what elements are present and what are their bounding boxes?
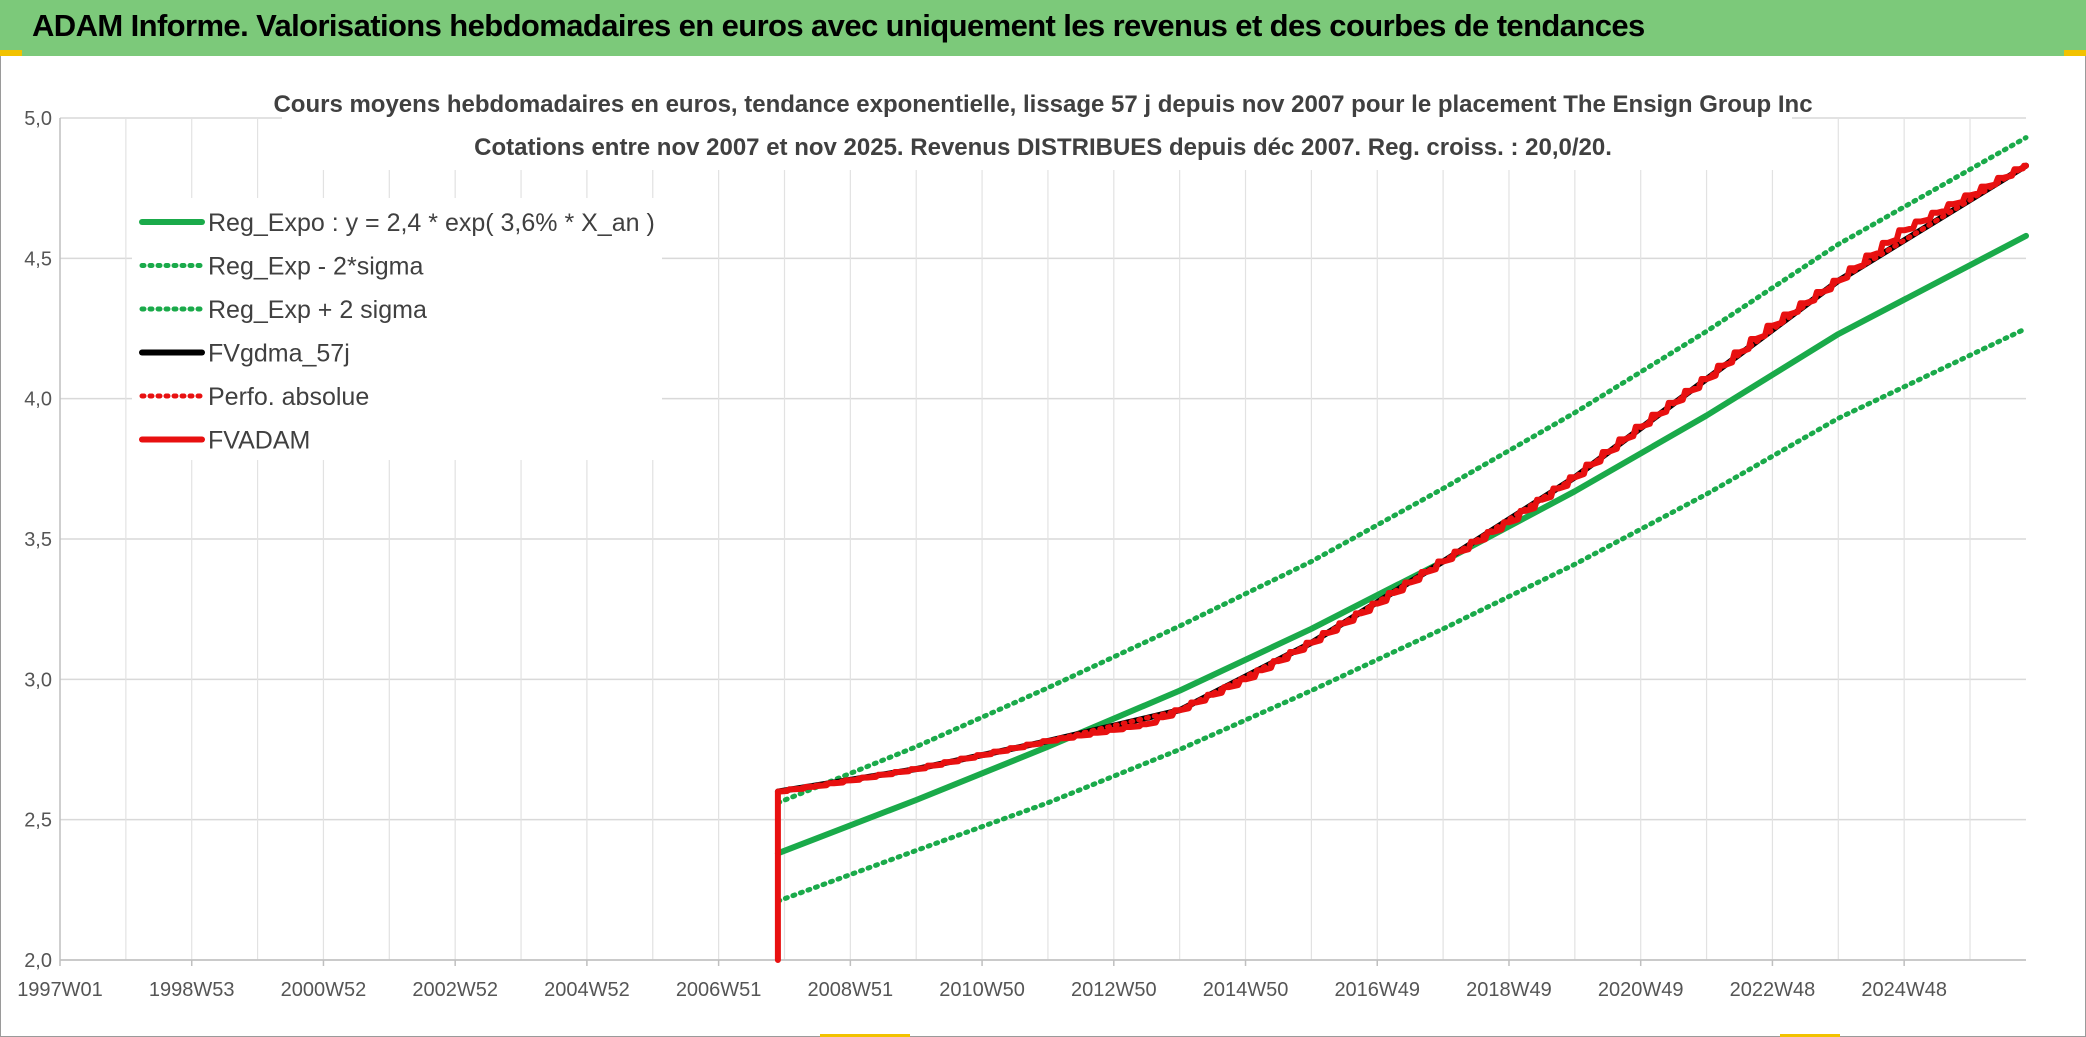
y-tick-label: 3,5 — [24, 529, 52, 551]
y-tick-label: 3,0 — [24, 669, 52, 691]
corner-accent-right — [2064, 50, 2086, 56]
y-tick-label: 2,0 — [24, 950, 52, 972]
x-tick-label: 2024W48 — [1861, 979, 1947, 1001]
x-tick-label: 2010W50 — [939, 979, 1025, 1001]
x-tick-label: 1998W53 — [149, 979, 235, 1001]
bottom-accent-right — [1780, 1034, 1840, 1037]
legend-label-reg-expo-y-2-4-exp-3-6-x-an: Reg_Expo : y = 2,4 * exp( 3,6% * X_an ) — [208, 209, 655, 237]
x-tick-label: 2008W51 — [808, 979, 894, 1001]
legend-label-fvgdma-57j: FVgdma_57j — [208, 340, 350, 368]
y-tick-label: 5,0 — [24, 108, 52, 130]
x-tick-label: 2020W49 — [1598, 979, 1684, 1001]
x-tick-label: 2018W49 — [1466, 979, 1552, 1001]
chart-title-background — [282, 84, 1792, 170]
series-layer — [774, 135, 2029, 963]
y-tick-label: 2,5 — [24, 810, 52, 832]
series-line-reg-exp-2-sigma — [775, 135, 2029, 806]
legend-label-fvadam: FVADAM — [208, 427, 310, 455]
x-tick-label: 2022W48 — [1730, 979, 1816, 1001]
axes: 2,0 2,5 3,0 3,5 4,0 4,5 5,0 1997W01 1998W53 2000W… — [17, 108, 2026, 1001]
chart-titles: Cours moyens hebdomadaires en euros, ten… — [273, 84, 1813, 170]
x-tick-label: 2016W49 — [1334, 979, 1420, 1001]
x-tick-label: 2014W50 — [1203, 979, 1289, 1001]
series-line-reg-exp-2-sigma — [775, 326, 2029, 904]
chart-subtitle: Cotations entre nov 2007 et nov 2025. Re… — [474, 134, 1612, 161]
x-tick-label: 2002W52 — [412, 979, 498, 1001]
x-tick-label: 2000W52 — [281, 979, 367, 1001]
legend-background — [132, 198, 662, 460]
series-line-reg-expo-y-2-4-exp-3-6-x-an — [774, 232, 2029, 857]
x-tick-label: 1997W01 — [17, 979, 103, 1001]
legend-label-perfo-absolue: Perfo. absolue — [208, 383, 369, 411]
x-tick-label: 2006W51 — [676, 979, 762, 1001]
legend-label-reg-exp-2-sigma: Reg_Exp + 2 sigma — [208, 296, 427, 324]
x-tick-label: 2004W52 — [544, 979, 630, 1001]
series-line-fvadam — [774, 162, 2029, 963]
legend-label-reg-exp-2-sigma: Reg_Exp - 2*sigma — [208, 253, 423, 281]
x-tick-label: 2012W50 — [1071, 979, 1157, 1001]
y-tick-label: 4,0 — [24, 389, 52, 411]
chart-title: Cours moyens hebdomadaires en euros, ten… — [273, 91, 1812, 118]
report-title: ADAM Informe. Valorisations hebdomadaire… — [32, 8, 1645, 43]
y-tick-label: 4,5 — [24, 248, 52, 270]
header-bar: ADAM Informe. Valorisations hebdomadaire… — [0, 0, 2086, 56]
legend: Reg_Expo : y = 2,4 * exp( 3,6% * X_an ) R… — [132, 198, 662, 460]
corner-accent-left — [0, 50, 22, 56]
bottom-accent-left — [820, 1034, 910, 1037]
